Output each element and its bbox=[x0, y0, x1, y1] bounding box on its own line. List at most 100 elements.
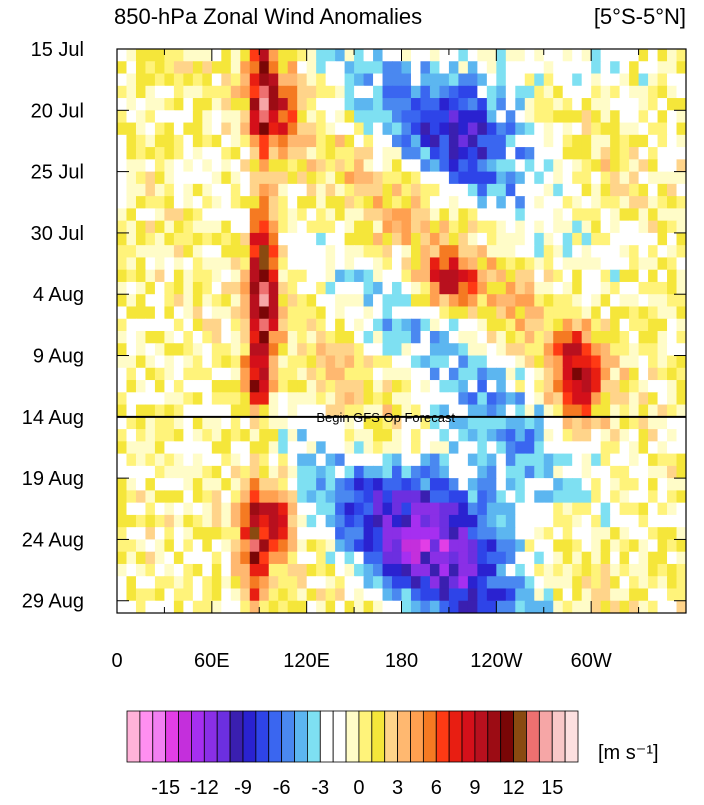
heatmap-cell bbox=[676, 196, 686, 209]
heatmap-cell bbox=[610, 478, 621, 491]
heatmap-cell bbox=[486, 220, 497, 234]
heatmap-cell bbox=[657, 343, 668, 357]
heatmap-cell bbox=[183, 600, 194, 613]
heatmap-cell bbox=[401, 134, 412, 148]
heatmap-cell bbox=[477, 318, 488, 332]
heatmap-cell bbox=[619, 294, 630, 308]
heatmap-cell bbox=[192, 441, 203, 455]
heatmap-cell bbox=[297, 355, 308, 369]
heatmap-cell bbox=[325, 514, 336, 528]
heatmap-cell bbox=[420, 441, 431, 455]
heatmap-cell bbox=[335, 159, 346, 173]
heatmap-cell bbox=[117, 98, 128, 111]
heatmap-cell bbox=[448, 257, 459, 271]
heatmap-cell bbox=[458, 441, 469, 455]
heatmap-cell bbox=[117, 196, 128, 209]
heatmap-cell bbox=[676, 429, 686, 442]
heatmap-cell bbox=[240, 232, 251, 246]
heatmap-cell bbox=[154, 134, 166, 148]
heatmap-cell bbox=[524, 527, 535, 541]
heatmap-cell bbox=[401, 478, 412, 491]
heatmap-cell bbox=[600, 588, 611, 602]
heatmap-cell bbox=[392, 147, 403, 160]
heatmap-cell bbox=[211, 122, 222, 136]
heatmap-cell bbox=[259, 159, 270, 173]
heatmap-cell bbox=[259, 502, 270, 516]
heatmap-cell bbox=[373, 269, 384, 283]
heatmap-cell bbox=[600, 502, 611, 516]
heatmap-cell bbox=[420, 294, 431, 308]
heatmap-cell bbox=[202, 490, 213, 504]
heatmap-cell bbox=[325, 429, 336, 442]
forecast-label: Begin GFS Op Forecast bbox=[316, 410, 455, 425]
heatmap-cell bbox=[259, 318, 270, 332]
heatmap-cell bbox=[297, 61, 308, 75]
heatmap-cell bbox=[591, 588, 602, 602]
heatmap-cell bbox=[192, 527, 203, 541]
heatmap-cell bbox=[657, 453, 668, 467]
heatmap-cell bbox=[667, 281, 678, 295]
heatmap-cell bbox=[344, 502, 355, 516]
heatmap-cell bbox=[619, 380, 630, 393]
heatmap-cell bbox=[477, 453, 488, 467]
heatmap-cell bbox=[486, 453, 497, 467]
heatmap-cell bbox=[126, 478, 137, 491]
heatmap-cell bbox=[458, 514, 469, 528]
heatmap-cell bbox=[164, 331, 175, 344]
heatmap-cell bbox=[467, 576, 478, 590]
heatmap-cell bbox=[410, 331, 422, 344]
heatmap-cell bbox=[268, 576, 279, 590]
heatmap-cell bbox=[467, 404, 478, 418]
heatmap-cell bbox=[325, 159, 336, 173]
heatmap-cell bbox=[467, 134, 478, 148]
heatmap-cell bbox=[297, 563, 308, 577]
heatmap-cell bbox=[524, 514, 535, 528]
heatmap-cell bbox=[638, 171, 649, 185]
heatmap-cell bbox=[135, 257, 147, 271]
heatmap-cell bbox=[278, 441, 289, 455]
heatmap-cell bbox=[183, 98, 194, 111]
colorbar-swatch bbox=[191, 710, 205, 763]
heatmap-cell bbox=[629, 416, 640, 430]
heatmap-cell bbox=[467, 159, 478, 173]
heatmap-cell bbox=[648, 208, 659, 222]
heatmap-cell bbox=[638, 563, 649, 577]
heatmap-cell bbox=[553, 429, 564, 442]
heatmap-cell bbox=[496, 159, 507, 173]
heatmap-cell bbox=[221, 208, 232, 222]
heatmap-cell bbox=[534, 478, 545, 491]
heatmap-cell bbox=[572, 367, 583, 381]
heatmap-cell bbox=[581, 355, 592, 369]
heatmap-cell bbox=[486, 294, 497, 308]
heatmap-cell bbox=[534, 171, 545, 185]
heatmap-cell bbox=[278, 134, 289, 148]
heatmap-cell bbox=[572, 61, 583, 75]
heatmap-cell bbox=[126, 514, 137, 528]
heatmap-cell bbox=[344, 600, 355, 613]
heatmap-cell bbox=[458, 453, 469, 467]
heatmap-cell bbox=[420, 281, 431, 295]
heatmap-cell bbox=[373, 355, 384, 369]
colorbar-tick-label: 12 bbox=[502, 777, 524, 799]
heatmap-cell bbox=[420, 527, 431, 541]
heatmap-cell bbox=[448, 159, 459, 173]
heatmap-cell bbox=[543, 416, 554, 430]
heatmap-cell bbox=[306, 294, 317, 308]
heatmap-cell bbox=[467, 61, 478, 75]
heatmap-cell bbox=[448, 453, 459, 467]
heatmap-cell bbox=[126, 220, 137, 234]
heatmap-cell bbox=[211, 134, 222, 148]
heatmap-cell bbox=[354, 441, 365, 455]
heatmap-cell bbox=[524, 110, 535, 124]
heatmap-cell bbox=[164, 49, 175, 62]
heatmap-cell bbox=[164, 392, 175, 406]
heatmap-cell bbox=[515, 147, 526, 160]
heatmap-cell bbox=[211, 294, 222, 308]
heatmap-cell bbox=[392, 416, 403, 430]
x-tick-label: 180 bbox=[385, 650, 418, 672]
heatmap-cell bbox=[230, 367, 241, 381]
heatmap-cell bbox=[657, 196, 668, 209]
heatmap-cell bbox=[600, 331, 611, 344]
heatmap-cell bbox=[486, 465, 497, 479]
heatmap-cell bbox=[135, 429, 147, 442]
